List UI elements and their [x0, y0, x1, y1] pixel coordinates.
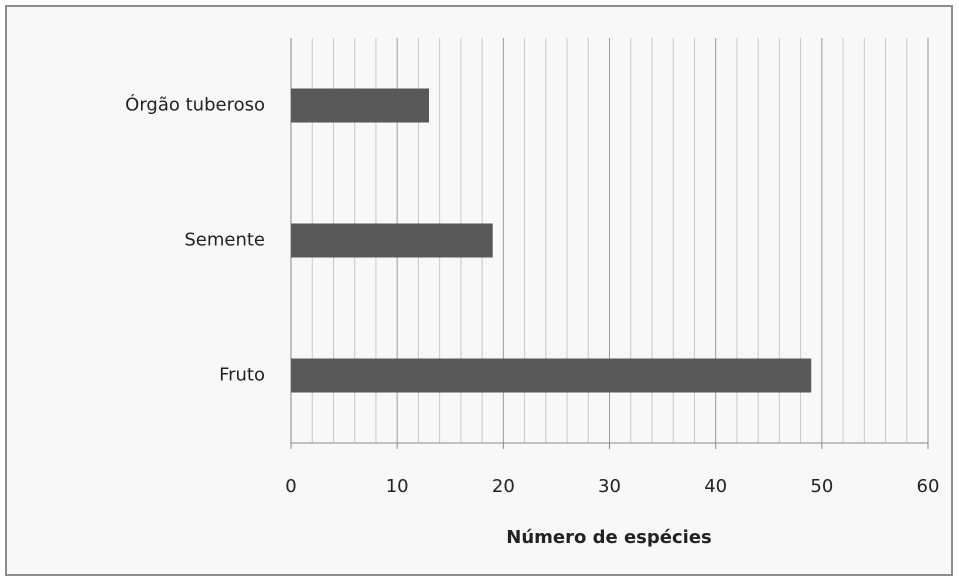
x-tick-label: 30 [598, 476, 621, 497]
x-tick-label: 60 [917, 476, 940, 497]
x-tick-label: 50 [810, 476, 833, 497]
bar [291, 88, 430, 123]
x-tick-label: 10 [386, 476, 409, 497]
y-tick-label: Órgão tuberoso [125, 94, 265, 116]
x-tick-label: 0 [285, 476, 296, 497]
y-tick-label: Semente [184, 230, 265, 251]
x-tick-label: 20 [492, 476, 515, 497]
x-tick-label: 40 [704, 476, 727, 497]
y-tick-label: Fruto [219, 365, 265, 386]
x-axis-label: Número de espécies [506, 527, 712, 548]
bar [291, 358, 812, 393]
bar [291, 223, 493, 258]
chart-frame [5, 5, 953, 576]
